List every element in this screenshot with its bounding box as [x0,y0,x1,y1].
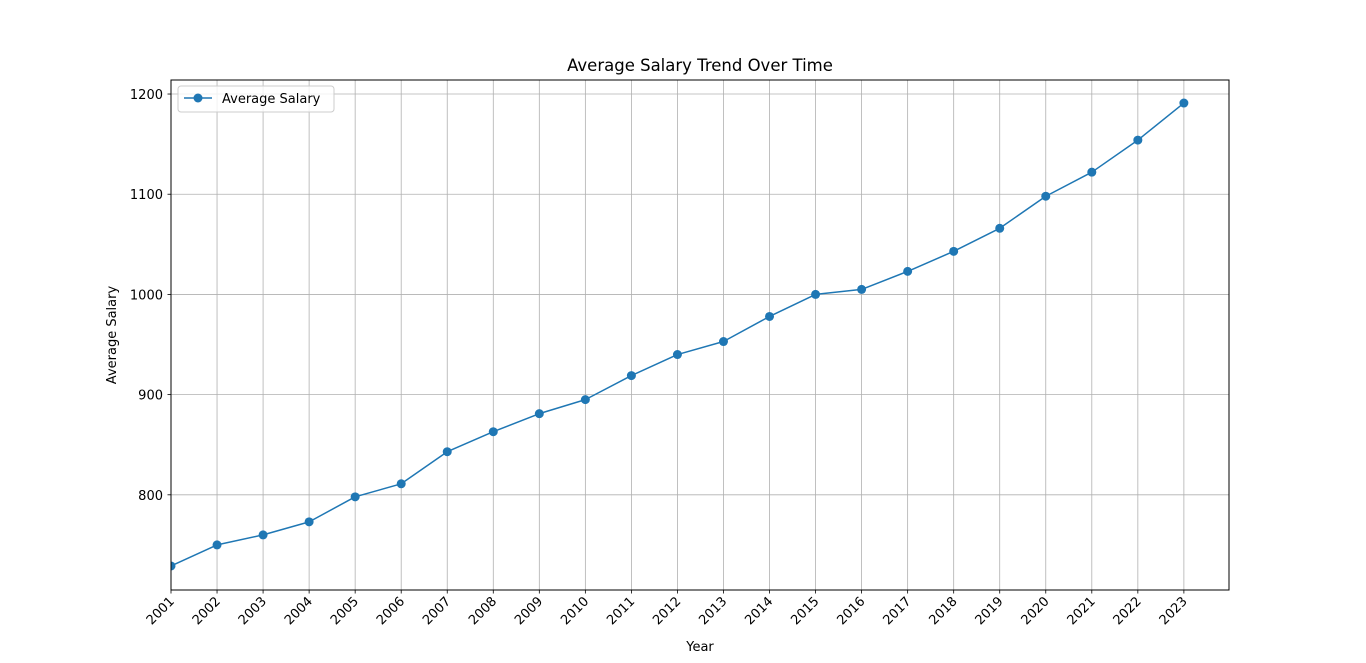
data-point [1087,167,1097,177]
y-tick-label: 1000 [130,288,163,303]
data-point [171,561,176,571]
data-point [672,350,682,360]
chart-title: Average Salary Trend Over Time [567,56,833,75]
legend-box [177,85,335,113]
data-point [765,311,775,321]
data-point [534,409,544,419]
y-tick-label: 800 [138,489,163,504]
data-point [396,479,406,489]
data-point [811,289,821,299]
grid-lines [170,80,1229,590]
data-point [718,337,728,347]
data-point [580,395,590,405]
data-point [903,266,913,276]
data-point [1133,135,1143,145]
data-point [304,517,314,527]
legend-label: Average Salary [222,92,321,107]
legend: Average Salary [177,85,335,113]
data-point [995,223,1005,233]
data-point [488,427,498,437]
data-point [949,246,959,256]
data-point [626,371,636,381]
data-point [212,540,222,550]
y-tick-label: 900 [138,389,163,404]
data-point [350,492,360,502]
legend-marker-swatch [193,93,203,103]
x-axis-title: Year [685,640,714,655]
y-tick-label: 1100 [130,188,163,203]
y-axis-title: Average Salary [105,286,120,385]
y-tick-label: 1200 [130,88,163,103]
data-point [1179,98,1189,108]
data-point [857,284,867,294]
plot-frame [170,79,1230,591]
data-point [1041,191,1051,201]
data-point [442,447,452,457]
series-group [171,98,1189,571]
data-point [258,530,268,540]
